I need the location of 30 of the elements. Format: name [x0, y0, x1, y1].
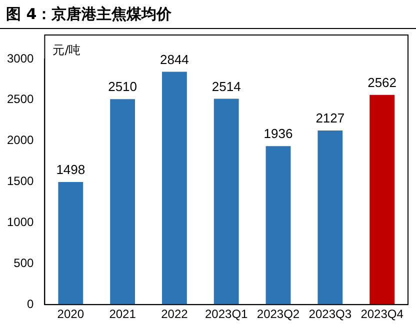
bar	[58, 182, 84, 305]
y-tick-label: 1500	[6, 174, 34, 188]
data-label: 2844	[160, 52, 189, 67]
data-label: 1498	[56, 162, 86, 178]
x-tick-label: 2023Q3	[308, 307, 352, 322]
y-tick-label: 1000	[6, 215, 34, 230]
bar	[162, 72, 187, 305]
bar	[318, 130, 343, 305]
y-tick-label: 3000	[6, 51, 34, 66]
x-tick-label: 2023Q1	[204, 307, 248, 322]
y-tick-label: 500	[14, 256, 34, 270]
chart-title: 图 4：京唐港主焦煤均价	[0, 0, 416, 29]
data-label: 2514	[212, 78, 241, 94]
x-tick-label: 2021	[109, 307, 136, 322]
x-tick-label: 2023Q4	[360, 307, 404, 322]
bar	[370, 94, 395, 305]
x-tick-label: 2020	[57, 307, 84, 322]
bar	[214, 98, 239, 305]
y-tick-label: 0	[27, 296, 34, 311]
bar	[110, 99, 136, 305]
y-tick-label: 2000	[6, 133, 34, 148]
y-tick-label: 2500	[6, 92, 34, 106]
y-axis-title: 元/吨	[52, 43, 81, 58]
bar	[266, 146, 291, 305]
data-label: 1936	[264, 126, 293, 142]
x-tick-label: 2022	[161, 307, 188, 322]
x-tick-label: 2023Q2	[256, 307, 300, 322]
data-label: 2127	[316, 110, 345, 126]
data-label: 2562	[368, 74, 397, 90]
data-label: 2510	[108, 79, 138, 94]
